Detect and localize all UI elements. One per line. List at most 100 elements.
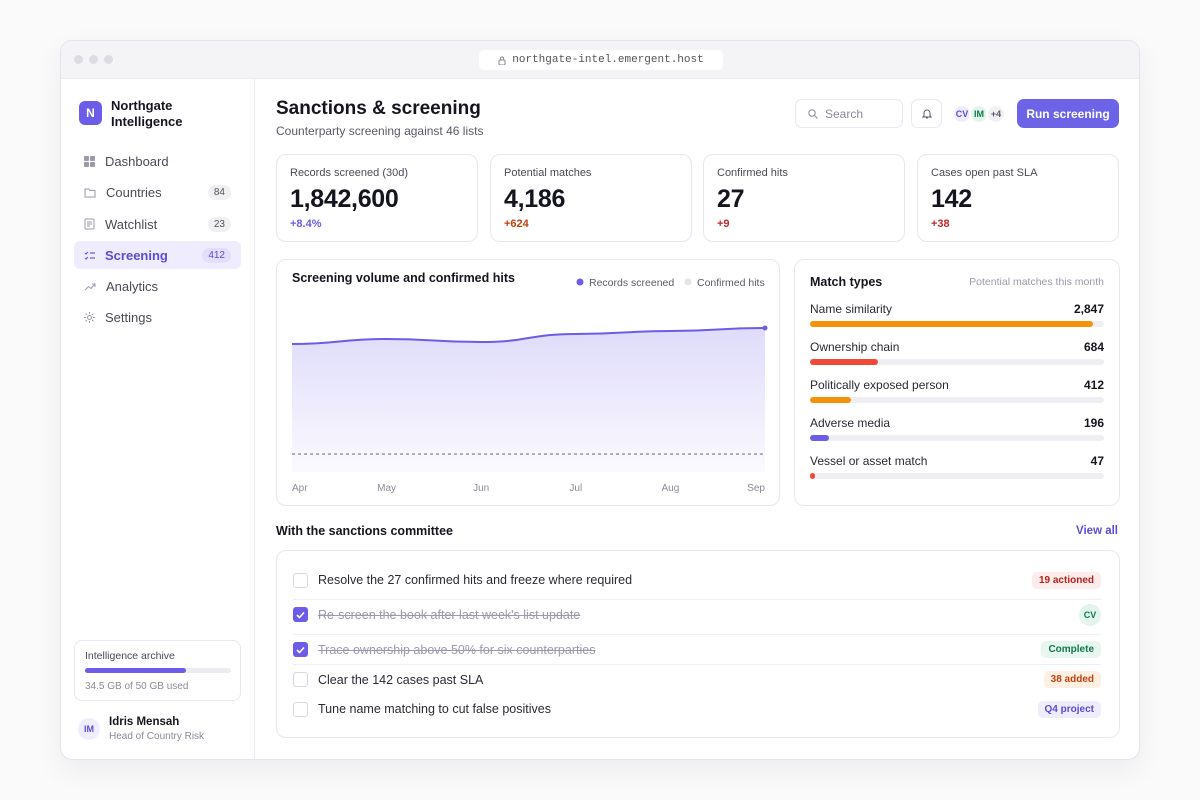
task-text: Trace ownership above 50% for six counte… <box>318 642 596 657</box>
match-label: Adverse media <box>810 416 891 430</box>
chart-card: Screening volume and confirmed hits Reco… <box>276 259 780 506</box>
line <box>291 327 766 346</box>
nav-badge: 84 <box>207 184 231 200</box>
task-row: Re-screen the book after last week's lis… <box>293 599 1101 629</box>
match-value: 684 <box>1083 340 1104 354</box>
nav-item[interactable]: Screening 412 <box>74 241 241 269</box>
nav-icon <box>84 188 96 197</box>
kpi-value: 142 <box>931 185 972 213</box>
nav-icon <box>84 251 95 260</box>
nav-item[interactable]: Dashboard <box>74 147 241 175</box>
x-tick-label: Sep <box>747 483 765 494</box>
checkbox[interactable] <box>293 572 308 588</box>
task-row: Resolve the 27 confirmed hits and freeze… <box>293 565 1101 595</box>
address-bar[interactable]: northgate-intel.emergent.host <box>479 50 723 70</box>
storage-track <box>85 668 231 673</box>
checkbox[interactable] <box>293 642 308 657</box>
url-text: northgate-intel.emergent.host <box>512 54 704 66</box>
kpi-card: Potential matches 4,186 +624 <box>490 154 692 242</box>
match-track <box>810 359 1104 365</box>
page-title: Sanctions & screening <box>276 98 481 119</box>
task-tag: 38 added <box>1043 671 1101 688</box>
nav-label: Watchlist <box>105 216 158 232</box>
kpi-delta: +624 <box>504 218 529 230</box>
end-point <box>762 325 768 331</box>
storage-fill <box>85 668 186 673</box>
nav-label: Settings <box>105 309 152 325</box>
kpi-delta: +38 <box>931 218 950 230</box>
sidebar: N Northgate Intelligence Dashboard Count… <box>61 79 255 759</box>
nav-icon <box>84 283 96 290</box>
nav-badge: 23 <box>207 216 231 232</box>
lock-icon <box>498 56 506 65</box>
brand-logo[interactable]: N <box>79 101 102 125</box>
search-icon <box>808 108 818 119</box>
match-label: Politically exposed person <box>810 378 949 392</box>
card-title: Match types <box>810 275 883 289</box>
kpi-card: Confirmed hits 27 +9 <box>703 154 905 242</box>
match-bar <box>810 359 878 365</box>
match-bar <box>810 397 851 403</box>
nav-label: Countries <box>106 184 162 200</box>
bell-icon <box>921 109 932 119</box>
kpi-label: Potential matches <box>504 167 592 179</box>
checkbox[interactable] <box>293 701 308 717</box>
user-avatar[interactable]: IM <box>78 718 100 740</box>
legend-label: Confirmed hits <box>697 277 765 289</box>
title-bar: northgate-intel.emergent.host <box>61 41 1139 79</box>
user-role: Head of Country Risk <box>109 731 205 742</box>
nav-icon <box>84 155 95 167</box>
kpi-label: Confirmed hits <box>717 167 788 179</box>
browser-window: northgate-intel.emergent.host N Northgat… <box>60 40 1140 760</box>
nav-item[interactable]: Watchlist 23 <box>74 210 241 238</box>
nav-label: Analytics <box>106 278 159 294</box>
view-all-link[interactable]: View all <box>1076 525 1118 537</box>
kpi-delta: +8.4% <box>290 218 322 230</box>
check-icon <box>296 611 305 619</box>
task-row: Tune name matching to cut false positive… <box>293 694 1101 724</box>
search-box[interactable]: Search <box>795 99 903 128</box>
nav-label: Screening <box>105 247 168 263</box>
x-tick-label: May <box>377 483 396 494</box>
x-tick-label: Jun <box>473 483 489 494</box>
line-chart: Screening volume and confirmed hits Reco… <box>291 271 768 494</box>
task-text: Clear the 142 cases past SLA <box>318 672 484 687</box>
match-value: 47 <box>1090 454 1104 468</box>
task-tag: Complete <box>1041 641 1101 658</box>
chart-title: Screening volume and confirmed hits <box>292 271 515 285</box>
task-tag: Q4 project <box>1037 700 1101 718</box>
match-label: Ownership chain <box>810 340 900 354</box>
card-subtitle: Potential matches this month <box>969 276 1104 288</box>
checkbox[interactable] <box>293 607 308 622</box>
checkbox[interactable] <box>293 672 308 687</box>
brand-name: Northgate Intelligence <box>111 98 183 129</box>
nav-item[interactable]: Countries 84 <box>74 178 241 206</box>
nav-icon <box>84 218 95 230</box>
kpi-card: Records screened (30d) 1,842,600 +8.4% <box>276 154 478 242</box>
nav-item[interactable]: Settings <box>74 303 241 331</box>
legend-dot <box>684 278 692 286</box>
task-text: Resolve the 27 confirmed hits and freeze… <box>318 573 633 587</box>
match-label: Name similarity <box>810 302 893 316</box>
user-name: Idris Mensah <box>109 716 180 728</box>
kpi-delta: +9 <box>717 218 730 230</box>
team-more[interactable]: +4 <box>986 104 1006 124</box>
legend-dot <box>576 278 584 286</box>
nav-label: Dashboard <box>105 153 169 169</box>
nav-item[interactable]: Analytics <box>74 272 241 300</box>
task-text: Re-screen the book after last week's lis… <box>318 607 581 622</box>
legend-label: Records screened <box>589 277 674 289</box>
notifications-button[interactable] <box>911 99 942 128</box>
window-dot[interactable] <box>104 55 113 64</box>
x-tick-label: Jul <box>569 483 582 494</box>
kpi-value: 27 <box>717 185 745 213</box>
run-screening-button[interactable]: Run screening <box>1017 99 1119 128</box>
window-dot[interactable] <box>74 55 83 64</box>
match-types-card: Match types Potential matches this month… <box>794 259 1120 506</box>
nav-badge: 412 <box>202 247 231 263</box>
match-track <box>810 397 1104 403</box>
window-dot[interactable] <box>89 55 98 64</box>
section-title: With the sanctions committee <box>276 524 453 538</box>
storage-label: 34.5 GB of 50 GB used <box>85 681 189 692</box>
match-track <box>810 435 1104 441</box>
